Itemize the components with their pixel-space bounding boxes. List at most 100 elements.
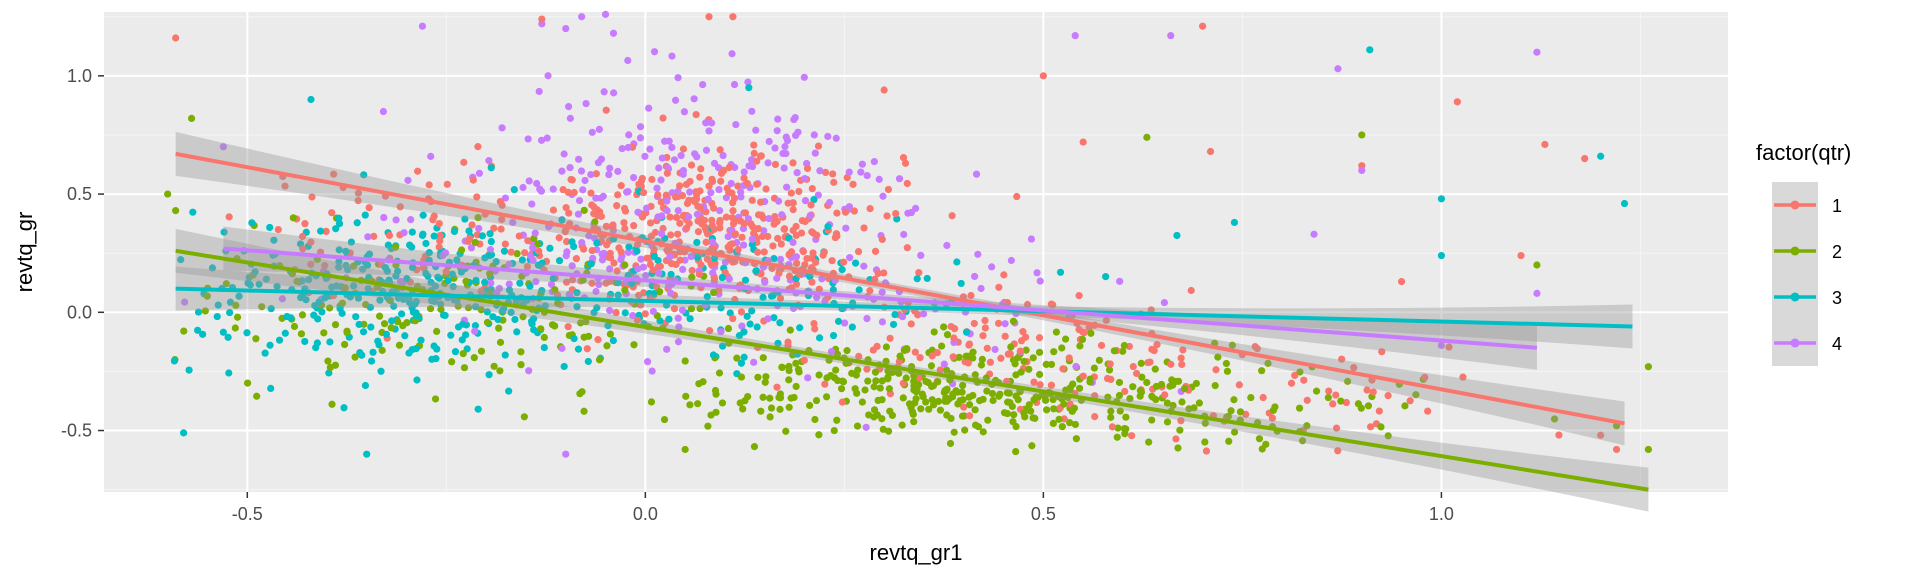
point-qtr-1 — [688, 266, 696, 275]
point-qtr-2 — [187, 114, 196, 123]
point-qtr-1 — [729, 314, 737, 323]
point-qtr-1 — [1003, 377, 1011, 385]
point-qtr-4 — [566, 114, 574, 122]
point-qtr-1 — [1581, 155, 1589, 163]
point-qtr-4 — [592, 287, 600, 296]
point-qtr-4 — [699, 80, 707, 89]
point-qtr-2 — [928, 396, 936, 404]
point-qtr-1 — [1363, 386, 1371, 394]
point-qtr-2 — [792, 359, 800, 367]
point-qtr-2 — [1412, 391, 1420, 399]
point-qtr-2 — [792, 382, 800, 391]
point-qtr-2 — [180, 327, 188, 335]
point-qtr-3 — [505, 286, 514, 294]
point-qtr-2 — [243, 379, 252, 387]
point-qtr-1 — [1367, 423, 1375, 431]
point-qtr-1 — [1091, 412, 1099, 421]
point-qtr-1 — [807, 264, 816, 272]
point-qtr-1 — [613, 267, 621, 275]
point-qtr-2 — [1022, 346, 1030, 354]
point-qtr-2 — [1312, 387, 1321, 395]
point-qtr-4 — [601, 10, 610, 18]
point-qtr-3 — [693, 238, 701, 247]
point-qtr-1 — [691, 198, 699, 206]
point-qtr-2 — [1115, 378, 1124, 387]
point-qtr-3 — [170, 357, 178, 365]
point-qtr-1 — [850, 207, 858, 215]
point-qtr-1 — [967, 291, 975, 300]
point-qtr-2 — [1227, 407, 1235, 415]
point-qtr-2 — [833, 416, 841, 424]
point-qtr-3 — [486, 230, 494, 238]
point-qtr-4 — [641, 152, 649, 160]
point-qtr-3 — [667, 270, 675, 279]
point-qtr-2 — [1137, 359, 1145, 367]
point-qtr-1 — [1167, 360, 1175, 368]
point-qtr-3 — [1620, 199, 1629, 208]
point-qtr-4 — [814, 191, 822, 199]
point-qtr-1 — [738, 233, 746, 241]
point-qtr-3 — [593, 239, 601, 247]
point-qtr-3 — [541, 302, 549, 310]
point-qtr-3 — [604, 322, 612, 330]
point-qtr-4 — [535, 87, 543, 96]
point-qtr-2 — [1364, 402, 1373, 410]
point-qtr-2 — [1000, 409, 1009, 417]
point-qtr-1 — [757, 152, 765, 160]
point-qtr-1 — [886, 334, 894, 342]
point-qtr-2 — [297, 330, 306, 338]
point-qtr-1 — [468, 221, 476, 229]
point-qtr-4 — [529, 244, 537, 252]
y-axis-title: revtq_gr — [12, 212, 37, 293]
point-qtr-1 — [995, 283, 1003, 291]
point-qtr-4 — [579, 186, 587, 194]
point-qtr-2 — [1055, 415, 1063, 423]
x-tick-label: 1.0 — [1429, 504, 1454, 524]
point-qtr-4 — [671, 96, 680, 104]
point-qtr-3 — [737, 359, 746, 367]
point-qtr-3 — [462, 331, 470, 339]
point-qtr-3 — [746, 320, 754, 328]
point-qtr-1 — [670, 305, 679, 313]
point-qtr-4 — [475, 169, 484, 177]
point-qtr-3 — [251, 268, 259, 276]
point-qtr-3 — [962, 328, 971, 336]
x-tick-label: 0.0 — [633, 504, 658, 524]
point-qtr-2 — [694, 400, 702, 408]
point-qtr-1 — [1555, 431, 1563, 439]
y-axis: -0.5 0.0 0.5 1.0 — [61, 66, 104, 441]
point-qtr-4 — [427, 152, 435, 160]
point-qtr-2 — [253, 392, 261, 400]
point-qtr-4 — [558, 344, 566, 352]
point-qtr-2 — [712, 408, 720, 416]
point-qtr-2 — [853, 422, 862, 430]
point-qtr-2 — [201, 307, 209, 315]
point-qtr-2 — [1061, 335, 1070, 343]
point-qtr-4 — [605, 170, 613, 179]
point-qtr-4 — [674, 338, 683, 346]
point-qtr-2 — [289, 214, 297, 222]
point-qtr-1 — [874, 269, 882, 278]
point-qtr-3 — [492, 258, 500, 266]
point-qtr-4 — [528, 200, 536, 208]
point-qtr-1 — [997, 354, 1005, 362]
point-qtr-1 — [1287, 379, 1296, 387]
point-qtr-2 — [1025, 365, 1033, 373]
point-qtr-2 — [724, 324, 733, 333]
point-qtr-3 — [449, 283, 457, 291]
point-qtr-3 — [741, 276, 750, 284]
point-qtr-2 — [1066, 386, 1074, 394]
point-qtr-2 — [785, 376, 793, 384]
point-qtr-1 — [322, 227, 330, 236]
point-qtr-2 — [584, 332, 593, 340]
point-qtr-4 — [870, 158, 878, 166]
point-qtr-1 — [635, 291, 643, 299]
point-qtr-3 — [318, 308, 326, 316]
point-qtr-2 — [1087, 329, 1095, 337]
point-qtr-1 — [692, 110, 700, 119]
point-qtr-3 — [574, 345, 583, 353]
point-qtr-2 — [1122, 413, 1130, 421]
point-qtr-3 — [194, 326, 202, 334]
point-qtr-3 — [483, 308, 491, 316]
point-qtr-2 — [902, 374, 910, 382]
